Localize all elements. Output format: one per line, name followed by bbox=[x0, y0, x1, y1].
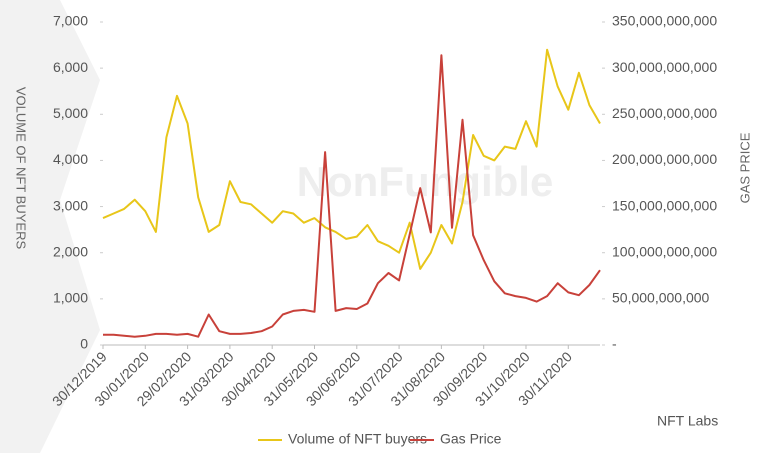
y2-tick-label: 350,000,000,000 bbox=[612, 13, 717, 29]
y-tick-label: 4,000 bbox=[53, 151, 88, 167]
watermark: NonFungible bbox=[297, 158, 554, 205]
y-tick-label: 7,000 bbox=[53, 13, 88, 29]
background-shape bbox=[0, 0, 100, 453]
legend-label: Volume of NFT buyers bbox=[288, 431, 427, 447]
y-tick-label: 3,000 bbox=[53, 197, 88, 213]
y-tick-label: 0 bbox=[80, 336, 88, 352]
y2-tick-label: 250,000,000,000 bbox=[612, 105, 717, 121]
y2-tick-label: 50,000,000,000 bbox=[612, 290, 710, 306]
legend-label: Gas Price bbox=[440, 431, 502, 447]
y2-tick-label: - bbox=[612, 336, 617, 352]
y-axis-label: VOLUME OF NFT BUYERS bbox=[14, 87, 29, 250]
line-series bbox=[102, 48, 601, 270]
badge: NFT Labs bbox=[657, 413, 718, 429]
y-tick-label: 5,000 bbox=[53, 105, 88, 121]
line-series bbox=[103, 54, 601, 338]
y-tick-label: 6,000 bbox=[53, 59, 88, 75]
y2-tick-label: 300,000,000,000 bbox=[612, 59, 717, 75]
y2-tick-label: 200,000,000,000 bbox=[612, 151, 717, 167]
y2-tick-label: 100,000,000,000 bbox=[612, 243, 717, 259]
y-tick-label: 2,000 bbox=[53, 243, 88, 259]
y2-axis-label: GAS PRICE bbox=[737, 132, 752, 203]
y2-tick-label: 150,000,000,000 bbox=[612, 197, 717, 213]
y-tick-label: 1,000 bbox=[53, 290, 88, 306]
